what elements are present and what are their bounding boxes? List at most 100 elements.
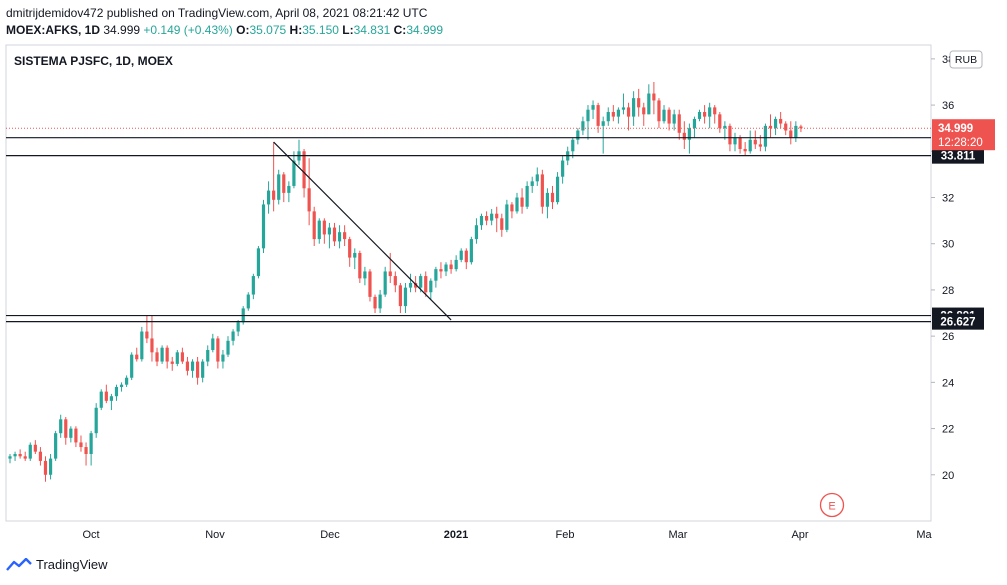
- candle-body: [753, 139, 757, 145]
- candle-body: [672, 114, 676, 124]
- events-marker-icon[interactable]: E: [819, 492, 845, 518]
- last-price-countdown: 12:28:20: [938, 137, 983, 149]
- candle-body: [632, 98, 636, 117]
- candle-body: [190, 361, 195, 371]
- candle: [378, 289, 382, 314]
- candle-body: [464, 250, 468, 263]
- candle-body: [479, 215, 484, 226]
- candle-body: [64, 419, 68, 438]
- candle-body: [414, 283, 418, 288]
- candle-body: [211, 338, 215, 351]
- last-price-tag-value: 34.999: [938, 123, 973, 135]
- candle: [160, 345, 164, 364]
- candle: [69, 426, 73, 443]
- candle-body: [398, 285, 402, 307]
- candle-body: [652, 93, 656, 101]
- price-axis[interactable]: 2022242628303234363834.58833.81126.89126…: [931, 54, 995, 482]
- drawings-layer[interactable]: [6, 127, 931, 323]
- candle: [520, 188, 524, 214]
- candle-body: [779, 118, 783, 124]
- brand-label: TradingView: [36, 557, 108, 572]
- candle-body: [74, 428, 78, 443]
- candle-body: [419, 276, 423, 288]
- candle: [190, 359, 195, 378]
- candle: [8, 453, 12, 464]
- candle: [611, 105, 615, 122]
- candle-body: [530, 181, 534, 186]
- candle: [708, 102, 712, 129]
- candle-body: [337, 232, 342, 242]
- price-change: +0.149 (+0.43%): [143, 23, 233, 37]
- candle: [201, 359, 205, 383]
- candle: [135, 347, 139, 362]
- time-tick-label: Apr: [791, 529, 808, 541]
- trend-line[interactable]: [273, 141, 452, 321]
- candle: [383, 266, 387, 297]
- candle: [697, 109, 702, 122]
- level-price-tag[interactable]: 26.627: [932, 313, 984, 330]
- candle: [596, 102, 600, 133]
- candle: [530, 176, 534, 193]
- candle-body: [246, 294, 250, 309]
- candle-body: [687, 128, 691, 140]
- high-label: H:: [289, 23, 303, 37]
- candle-body: [768, 125, 773, 129]
- candle-body: [718, 114, 722, 129]
- candle-body: [662, 109, 666, 122]
- candle: [682, 121, 686, 149]
- candle-body: [784, 123, 788, 131]
- tradingview-brand[interactable]: TradingView: [6, 557, 108, 572]
- candle: [713, 105, 717, 124]
- candle: [408, 273, 413, 293]
- candle: [753, 130, 757, 149]
- level-price-tag[interactable]: 33.811: [932, 147, 984, 164]
- candle-body: [637, 98, 641, 108]
- candle-body: [322, 220, 326, 235]
- candle-body: [54, 433, 58, 459]
- time-axis[interactable]: Oct Nov Dec 2021 Feb Mar Apr Ma: [82, 529, 932, 541]
- candle-body: [33, 444, 37, 452]
- candle-body: [13, 453, 17, 457]
- candle: [216, 336, 220, 369]
- candle-body: [231, 331, 235, 341]
- candle-body: [251, 276, 255, 295]
- candle-body: [170, 361, 174, 364]
- candle: [672, 109, 676, 131]
- candle-body: [180, 352, 184, 362]
- candle: [327, 222, 332, 249]
- currency-badge[interactable]: RUB: [949, 50, 983, 69]
- candle: [114, 384, 119, 401]
- candle-body: [185, 361, 190, 371]
- candle: [459, 248, 463, 263]
- candle-body: [130, 354, 134, 378]
- candle-body: [657, 100, 661, 122]
- candle-body: [439, 269, 443, 272]
- candle: [586, 105, 590, 140]
- candle: [748, 130, 752, 154]
- candle-body: [728, 125, 732, 145]
- candle-body: [175, 352, 179, 364]
- tradingview-logo-icon: [6, 557, 32, 571]
- candle-body: [358, 252, 362, 279]
- candle: [606, 107, 610, 126]
- candle: [637, 88, 641, 117]
- candle-body: [59, 419, 63, 434]
- candle-body: [642, 107, 646, 115]
- candle-body: [490, 213, 494, 221]
- candle-body: [733, 137, 737, 145]
- last-price-tag[interactable]: 34.999 12:28:20: [932, 119, 995, 151]
- candle: [246, 292, 250, 311]
- candle-body: [794, 125, 798, 138]
- candle: [616, 107, 620, 124]
- candle-body: [150, 338, 154, 353]
- candle: [784, 121, 788, 136]
- publisher-name[interactable]: dmitrijdemidov472: [6, 6, 104, 20]
- candle-body: [79, 442, 83, 448]
- candle: [439, 262, 443, 279]
- candle-body: [272, 190, 276, 200]
- candle: [388, 252, 392, 283]
- candle: [99, 389, 103, 411]
- candle-body: [743, 148, 747, 152]
- chart-pane[interactable]: [5, 44, 932, 522]
